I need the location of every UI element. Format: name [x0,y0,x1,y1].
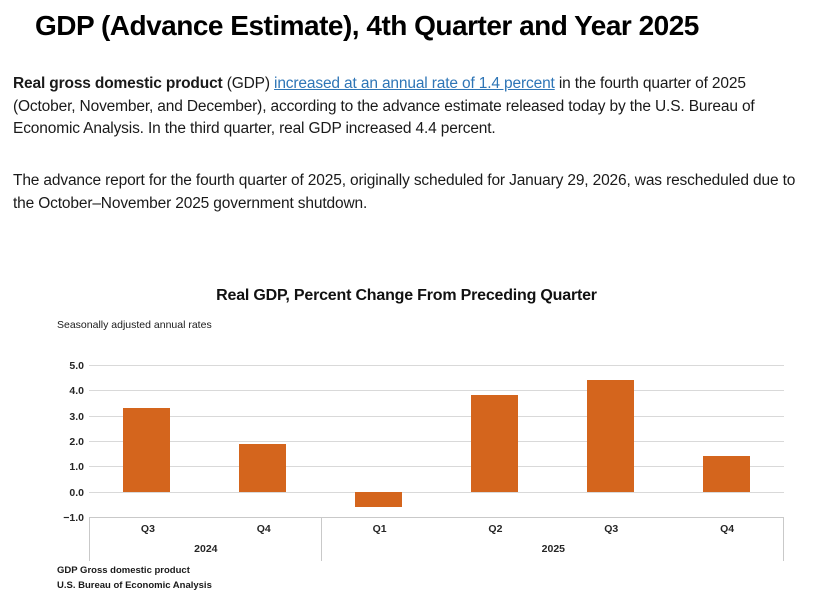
gridline [89,466,784,468]
x-tick-label: Q4 [720,523,735,535]
chart-subtitle: Seasonally adjusted annual rates [57,319,212,331]
chart-title: Real GDP, Percent Change From Preceding … [216,287,597,304]
gdp-rate-link[interactable]: increased at an annual rate of 1.4 perce… [274,75,555,92]
axis-group-divider [320,518,322,561]
bar-q3-0 [123,408,171,492]
y-tick-label: 4.0 [69,385,84,398]
x-tick-label: Q3 [140,523,155,535]
y-tick-label: 3.0 [69,410,84,423]
x-tick-label: Q3 [604,523,619,535]
x-tick-label: Q1 [372,523,387,535]
x-tick-label: Q4 [256,523,271,535]
year-group-label: 2025 [541,543,565,555]
chart-footnotes: GDP Gross domestic product U.S. Bureau o… [57,563,212,593]
gridline [89,390,784,392]
bar-q4-5 [702,456,750,492]
intro-paragraph: Real gross domestic product (GDP) increa… [13,73,803,141]
footnote-bea: U.S. Bureau of Economic Analysis [57,580,212,591]
gridline [89,415,784,417]
intro-paragraph-lead: Real gross domestic product [13,75,223,92]
reschedule-paragraph: The advance report for the fourth quarte… [13,172,796,212]
gridline [89,365,784,366]
y-tick-label: 0.0 [69,486,84,499]
intro-paragraph-rest: in the fourth quarter of 2025 (October, … [13,75,755,137]
y-tick-label: 5.0 [69,360,84,372]
y-tick-label: 2.0 [69,436,84,448]
y-tick-label: −1.0 [63,512,84,524]
y-axis: 5.0 4.0 3.0 2.0 1.0 0.0 −1.0 [0,360,84,524]
x-tick-label: Q2 [488,523,503,535]
gridline [89,441,784,442]
gridline [89,491,784,493]
footnote-gdp: GDP Gross domestic product [57,565,190,576]
x-axis: Q3 Q4 Q1 Q2 Q3 Q4 2024 2025 [89,517,784,561]
page-title: GDP (Advance Estimate), 4th Quarter and … [35,10,699,41]
bar-q3-4 [586,380,634,492]
y-tick-label: 1.0 [69,461,84,474]
bar-q2-3 [470,395,518,492]
bar-q1-2 [355,491,403,507]
plot-area [89,365,784,517]
year-group-label: 2024 [194,543,218,555]
bar-q4-1 [239,443,287,492]
intro-paragraph-text: (GDP) [222,75,275,92]
